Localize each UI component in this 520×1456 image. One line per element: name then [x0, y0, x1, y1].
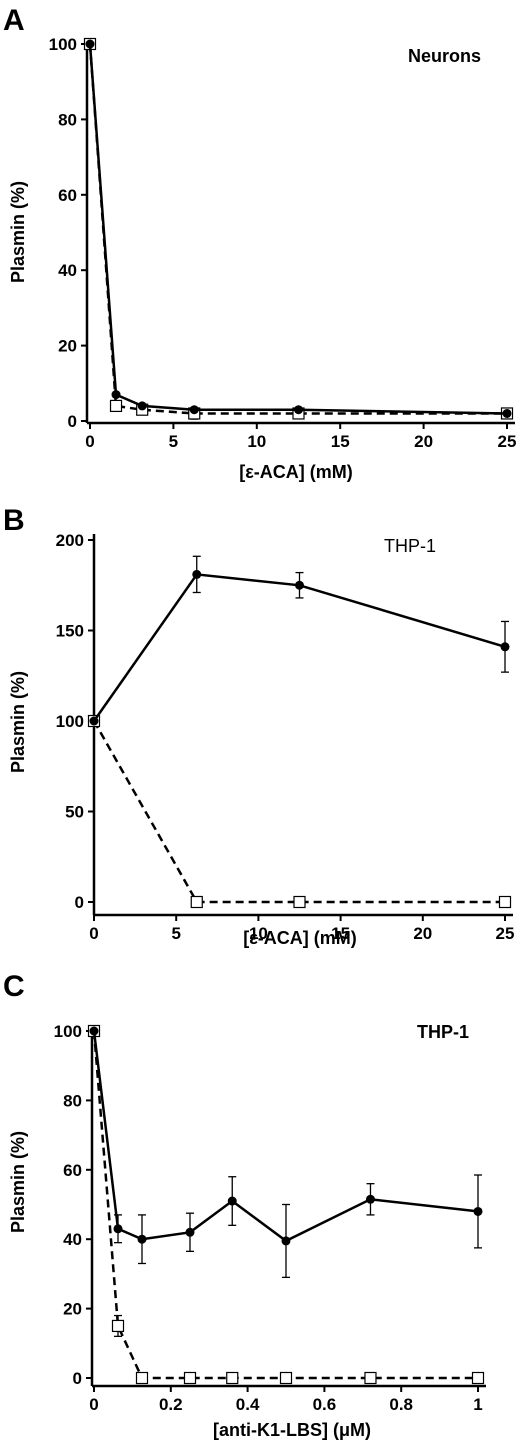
- panel-b-y-tick-label: 150: [56, 622, 84, 641]
- panel-a-data-point-circle: [111, 390, 121, 400]
- panel-a-y-tick-label: 60: [58, 186, 77, 205]
- panel-a-x-tick-label: 20: [414, 432, 433, 451]
- panel-a-y-axis-title: Plasmin (%): [8, 181, 28, 283]
- panel-c-data-point-square: [111, 1319, 125, 1333]
- panel-c-x-tick-label: 0.8: [389, 1395, 413, 1414]
- panel-b-x-tick-label: 10: [249, 924, 268, 943]
- panel-c-data-point-square: [226, 1371, 239, 1385]
- panel-a-x-tick-label: 5: [169, 432, 178, 451]
- panel-a-y-tick-label: 100: [49, 35, 77, 54]
- panel-a-data-point-circle: [294, 405, 303, 415]
- panel-a-series-solid-line: [88, 43, 508, 415]
- panel-letter-c: C: [3, 970, 25, 1003]
- panel-c-data-point-square: [183, 1371, 197, 1385]
- panel-c-annotation: THP-1: [417, 1022, 469, 1042]
- panel-c-data-point-square: [279, 1371, 293, 1385]
- panel-c-data-point-square: [364, 1371, 377, 1385]
- panel-b-data-point-square: [293, 895, 306, 909]
- panel-b-x-tick-label: 20: [413, 924, 432, 943]
- panel-a-data-point-circle: [85, 39, 95, 49]
- panel-b-y-axis-title: Plasmin (%): [8, 671, 28, 773]
- panel-c-x-tick-label: 0.2: [159, 1395, 183, 1414]
- panel-c-x-tick-label: 1: [473, 1395, 482, 1414]
- panel-b-data-point-square: [498, 895, 512, 909]
- panel-b-annotation: THP-1: [384, 536, 436, 556]
- panel-a-series-dashed-line: [88, 43, 507, 415]
- panel-c-y-tick-label: 0: [73, 1369, 82, 1388]
- panel-a-x-tick-label: 0: [85, 432, 94, 451]
- panel-c-x-tick-label: 0.4: [236, 1395, 260, 1414]
- panel-a-data-point-square: [109, 399, 123, 413]
- panel-c-data-point-circle: [473, 1206, 483, 1216]
- panel-b-x-axis-title: [ε-ACA] (mM): [243, 928, 357, 948]
- panel-a-y-tick-label: 80: [58, 110, 77, 129]
- panel-c-x-axis-title: [anti-K1-LBS] (μM): [213, 1420, 371, 1440]
- panel-c-data-point-circle: [365, 1194, 375, 1204]
- panel-a-data-point-circle: [502, 408, 512, 418]
- panel-c-y-tick-label: 20: [63, 1300, 82, 1319]
- panel-b-data-point-circle: [89, 716, 99, 726]
- panel-a-y-tick-label: 0: [68, 412, 77, 431]
- panel-c-data-point-square: [471, 1371, 485, 1385]
- panel-a-y-tick-label: 40: [58, 261, 77, 280]
- panel-c-y-tick-label: 80: [63, 1091, 82, 1110]
- panel-b-data-point-circle: [500, 642, 510, 652]
- panel-c-y-tick-label: 100: [54, 1022, 82, 1041]
- panel-c-y-tick-label: 60: [63, 1161, 82, 1180]
- panel-c-y-tick-label: 40: [63, 1230, 82, 1249]
- panel-c-data-point-circle: [89, 1026, 99, 1036]
- panel-letter-a: A: [3, 4, 25, 37]
- panel-c-data-point-circle: [227, 1196, 237, 1206]
- panel-b-x-tick-label: 5: [171, 924, 180, 943]
- panel-b-x-tick-label: 0: [89, 924, 98, 943]
- panel-c-series-dashed-line: [92, 1030, 478, 1380]
- panel-b-y-tick-label: 0: [75, 893, 84, 912]
- panel-b-data-point-circle: [295, 580, 304, 590]
- panel-b-data-point-circle: [192, 569, 202, 579]
- panel-a: A Neurons Plasmin (%) [ε-ACA] (mM) 0 20 40…: [3, 4, 516, 482]
- panel-c: C THP-1 Plasmin (%) [anti-K1-LBS] (μM) 0…: [3, 970, 486, 1440]
- panel-c-x-tick-label: 0: [89, 1395, 98, 1414]
- panel-a-x-axis-title: [ε-ACA] (mM): [239, 462, 353, 482]
- panel-c-data-point-circle: [185, 1227, 195, 1237]
- panel-a-x-tick-label: 25: [498, 432, 517, 451]
- panel-c-data-point-circle: [137, 1234, 147, 1244]
- panel-b-series-solid-line: [92, 573, 506, 722]
- panel-b-x-tick-label: 25: [496, 924, 515, 943]
- panel-a-data-point-circle: [137, 401, 147, 411]
- panel-b-y-tick-label: 100: [56, 712, 84, 731]
- panel-c-data-point-circle: [113, 1224, 123, 1234]
- panel-c-y-axis-title: Plasmin (%): [8, 1131, 28, 1233]
- panel-b: B THP-1 Plasmin (%) [ε-ACA] (mM) 0501001…: [3, 504, 514, 948]
- panel-b-y-tick-label: 50: [65, 803, 84, 822]
- panel-c-data-point-square: [135, 1371, 149, 1385]
- panel-b-x-tick-label: 15: [331, 924, 350, 943]
- panel-letter-b: B: [3, 504, 25, 537]
- panel-a-y-tick-label: 20: [58, 337, 77, 356]
- panel-c-x-tick-label: 0.6: [313, 1395, 337, 1414]
- panel-a-x-tick-label: 15: [331, 432, 350, 451]
- panel-a-annotation: Neurons: [408, 46, 481, 66]
- panel-b-y-tick-label: 200: [56, 531, 84, 550]
- panel-c-data-point-circle: [281, 1236, 291, 1246]
- panel-b-series-dashed-line: [92, 720, 505, 904]
- panel-a-x-tick-label: 10: [247, 432, 266, 451]
- panel-a-data-point-circle: [189, 405, 199, 415]
- panel-b-data-point-square: [190, 895, 203, 909]
